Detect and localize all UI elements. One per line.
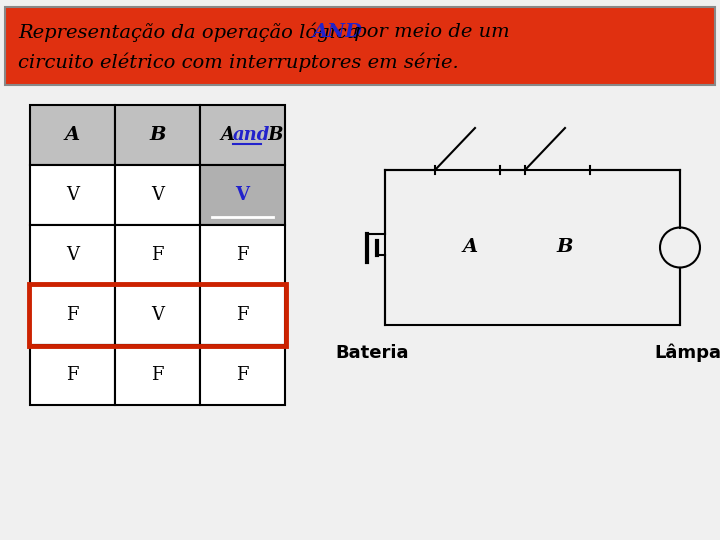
Text: F: F xyxy=(236,306,248,324)
Text: circuito elétrico com interruptores em série.: circuito elétrico com interruptores em s… xyxy=(18,52,459,72)
Text: AND: AND xyxy=(313,23,363,41)
FancyBboxPatch shape xyxy=(5,7,715,85)
Text: F: F xyxy=(236,246,248,264)
Text: A: A xyxy=(220,126,240,144)
Text: Bateria: Bateria xyxy=(336,344,409,362)
Text: Lâmpada: Lâmpada xyxy=(654,344,720,362)
Text: F: F xyxy=(236,366,248,384)
Text: and: and xyxy=(233,126,270,144)
FancyBboxPatch shape xyxy=(115,165,200,225)
FancyBboxPatch shape xyxy=(200,165,285,225)
FancyBboxPatch shape xyxy=(200,285,285,345)
Text: V: V xyxy=(151,186,164,204)
FancyBboxPatch shape xyxy=(200,225,285,285)
Text: V: V xyxy=(151,306,164,324)
Text: F: F xyxy=(151,366,163,384)
FancyBboxPatch shape xyxy=(200,105,285,165)
Text: A: A xyxy=(462,239,477,256)
Text: F: F xyxy=(151,246,163,264)
Circle shape xyxy=(660,227,700,267)
FancyBboxPatch shape xyxy=(200,345,285,405)
FancyBboxPatch shape xyxy=(115,105,200,165)
FancyBboxPatch shape xyxy=(30,105,115,165)
FancyBboxPatch shape xyxy=(115,345,200,405)
FancyBboxPatch shape xyxy=(115,225,200,285)
Text: B: B xyxy=(557,239,573,256)
Text: V: V xyxy=(66,246,79,264)
FancyBboxPatch shape xyxy=(115,285,200,345)
Text: por meio de um: por meio de um xyxy=(348,23,510,41)
Text: B: B xyxy=(149,126,166,144)
Text: F: F xyxy=(66,366,78,384)
FancyBboxPatch shape xyxy=(30,285,115,345)
Text: A: A xyxy=(65,126,80,144)
FancyBboxPatch shape xyxy=(30,225,115,285)
FancyBboxPatch shape xyxy=(385,170,680,325)
FancyBboxPatch shape xyxy=(30,165,115,225)
Text: Representação da operação lógica: Representação da operação lógica xyxy=(18,22,364,42)
Text: B: B xyxy=(261,126,283,144)
FancyBboxPatch shape xyxy=(30,345,115,405)
Text: F: F xyxy=(66,306,78,324)
Text: V: V xyxy=(66,186,79,204)
Text: V: V xyxy=(235,186,250,204)
